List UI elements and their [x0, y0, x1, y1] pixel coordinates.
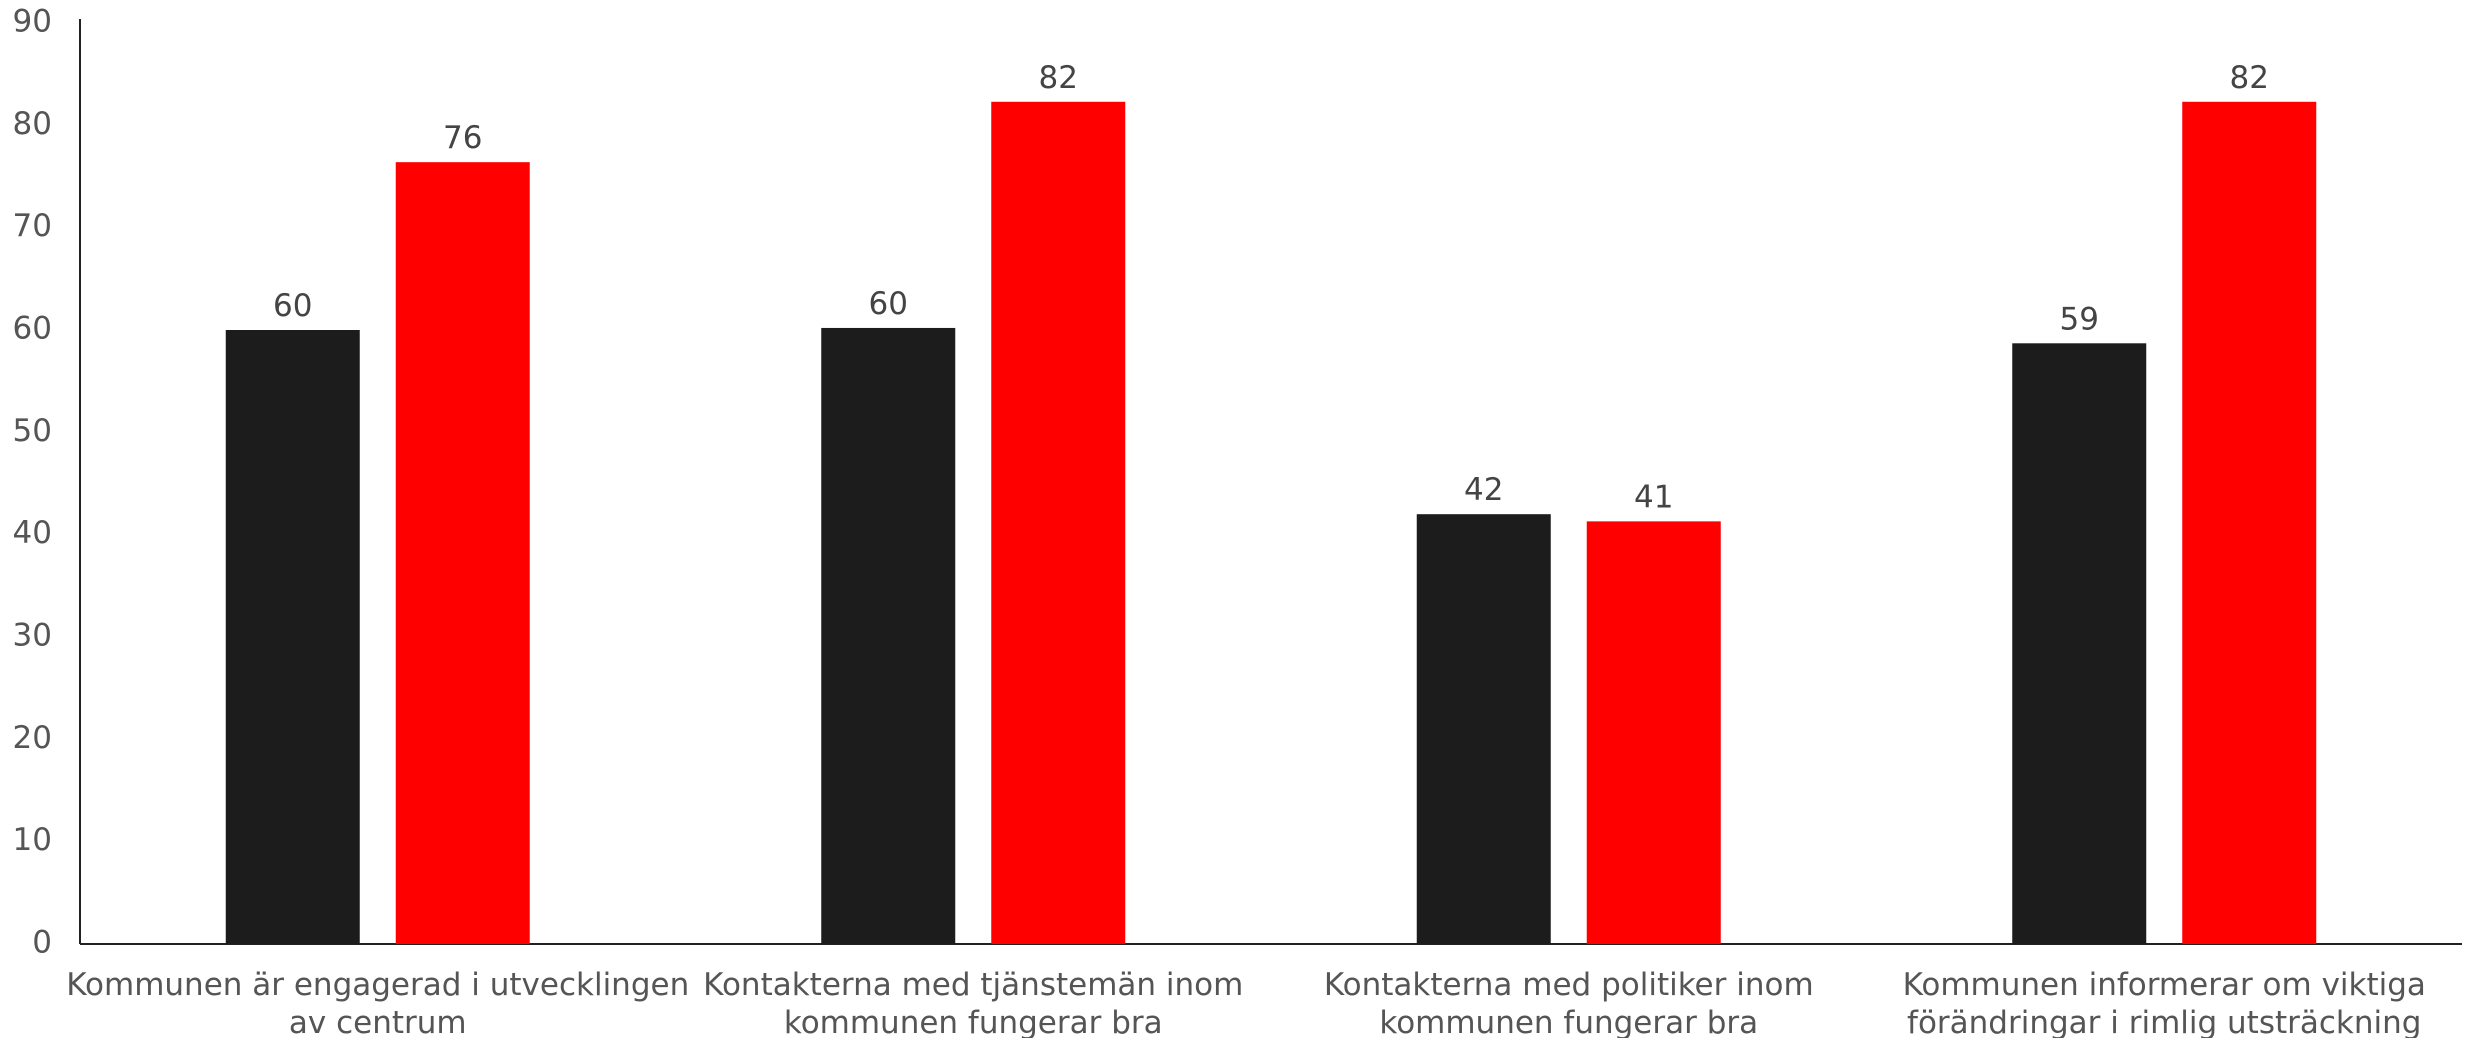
category-label: Kontakterna med tjänstemän inom: [703, 967, 1243, 1003]
data-label: 60: [273, 288, 312, 324]
category-label: Kontakterna med politiker inom: [1324, 967, 1814, 1003]
category-label: Kommunen informerar om viktiga: [1903, 967, 2426, 1003]
y-tick-label: 10: [13, 822, 52, 858]
y-tick-labels: 0 10 20 30 40 50 60 70 80 90: [13, 4, 52, 961]
data-label: 41: [1634, 479, 1673, 515]
data-label: 42: [1464, 472, 1503, 508]
category-label: av centrum: [289, 1005, 467, 1038]
category-label: förändringar i rimlig utsträckning: [1907, 1005, 2421, 1038]
bars: [225, 101, 2317, 944]
bar: [395, 162, 530, 944]
y-tick-label: 40: [13, 515, 52, 551]
y-tick-label: 80: [13, 106, 52, 142]
data-labels: 60 76 60 82 42 41 59 82: [273, 60, 2269, 516]
data-label: 82: [1039, 60, 1078, 96]
y-tick-label: 70: [13, 208, 52, 244]
category-label: Kommunen är engagerad i utvecklingen: [66, 967, 689, 1003]
category-label: kommunen fungerar bra: [784, 1005, 1163, 1038]
y-tick-label: 90: [13, 4, 52, 40]
data-label: 76: [443, 120, 482, 156]
category-label: kommunen fungerar bra: [1379, 1005, 1758, 1038]
bar: [2012, 343, 2147, 944]
bar: [225, 330, 360, 944]
bar: [991, 101, 1126, 944]
y-tick-label: 20: [13, 720, 52, 756]
bar: [1416, 514, 1551, 944]
y-tick-label: 60: [13, 311, 52, 347]
y-tick-label: 30: [13, 618, 52, 654]
bar: [821, 327, 956, 944]
bar: [1586, 521, 1721, 944]
data-label: 60: [869, 286, 908, 322]
data-label: 59: [2060, 301, 2099, 337]
y-tick-label: 50: [13, 413, 52, 449]
data-label: 82: [2230, 60, 2269, 96]
y-tick-label: 0: [32, 925, 52, 961]
bar: [2182, 101, 2317, 944]
